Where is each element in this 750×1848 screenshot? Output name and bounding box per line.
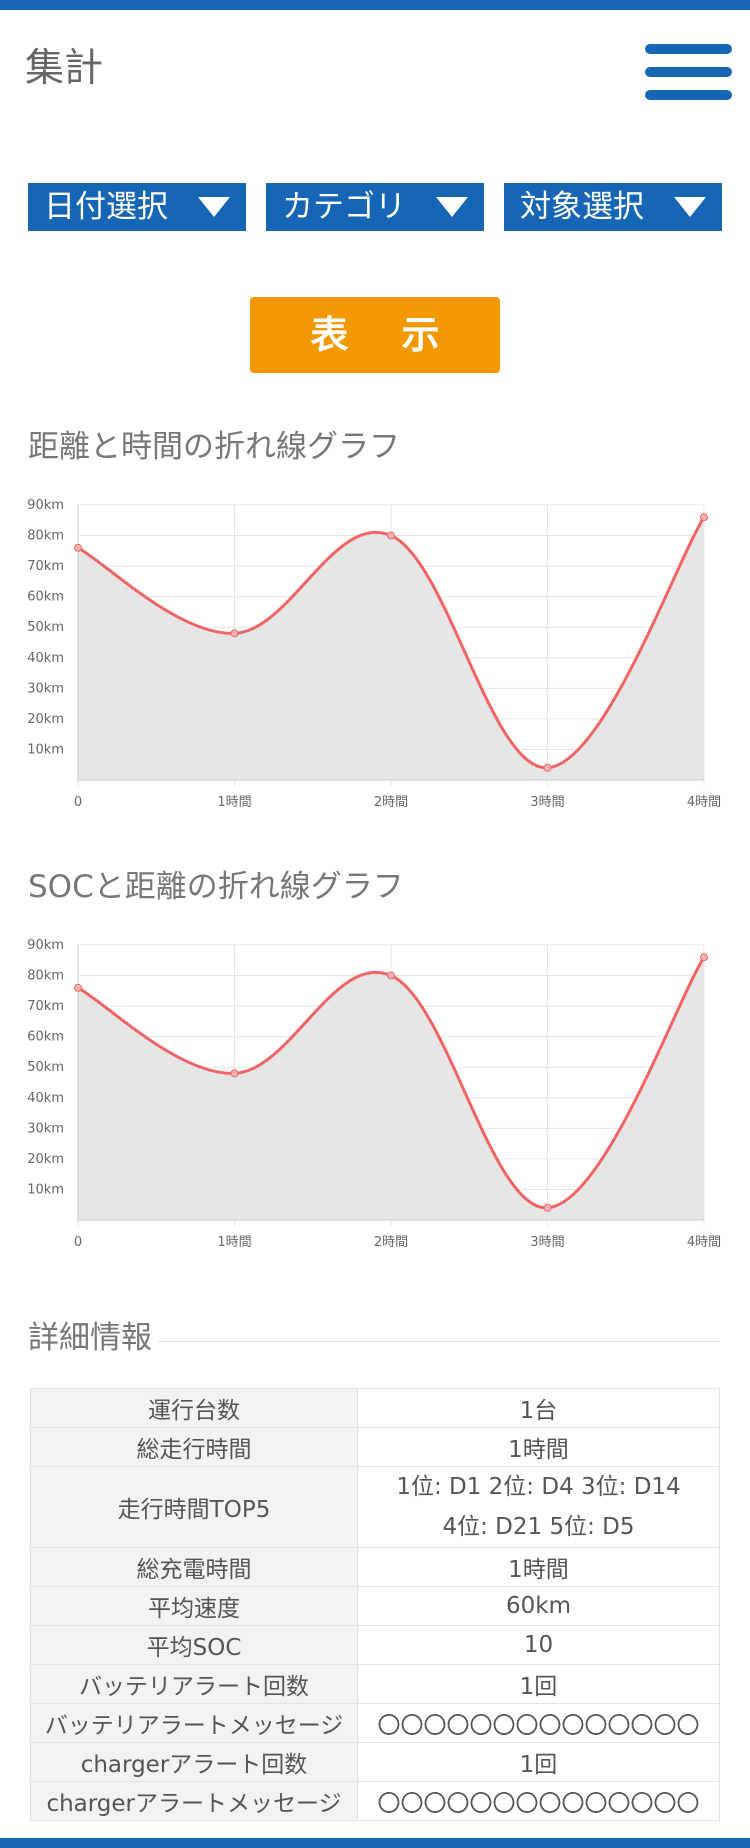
table-row-drive-time-top5: 走行時間TOP5 1位: D1 2位: D4 3位: D14 4位: D21 5… bbox=[30, 1466, 720, 1548]
x-tick-label: 1時間 bbox=[217, 1235, 251, 1250]
distance-time-line-chart: 10km 20km 30km 40km 50km 60km 70km 80km 90km 0 1時間… bbox=[27, 498, 721, 810]
soc-distance-line-chart: 10km 20km 30km 40km 50km 60km 70km 80km 90km 0 1時間… bbox=[27, 938, 721, 1250]
menu-line-bottom bbox=[645, 90, 732, 100]
section-divider bbox=[28, 1341, 720, 1342]
data-point bbox=[543, 1203, 552, 1212]
target-select[interactable]: 対象選択 bbox=[504, 183, 722, 231]
show-button[interactable]: 表 示 bbox=[250, 297, 500, 373]
table-row-battery-alert-count: バッテリアラート回数 1回 bbox=[30, 1664, 720, 1704]
row-value: 〇〇〇〇〇〇〇〇〇〇〇〇〇〇 bbox=[357, 1781, 720, 1821]
row-value: 1回 bbox=[357, 1742, 720, 1782]
row-label: バッテリアラートメッセージ bbox=[30, 1703, 358, 1743]
y-tick-label: 90km bbox=[27, 498, 64, 513]
data-point bbox=[230, 1069, 239, 1078]
data-point bbox=[700, 513, 708, 522]
page-title: 集計 bbox=[25, 46, 104, 91]
y-tick-label: 90km bbox=[27, 938, 64, 953]
y-tick-label: 80km bbox=[27, 969, 64, 984]
x-tick-label: 1時間 bbox=[217, 795, 251, 810]
caret-down-icon bbox=[674, 197, 706, 217]
hamburger-menu-icon[interactable] bbox=[645, 42, 732, 102]
row-value: 1台 bbox=[357, 1388, 720, 1428]
x-tick-label: 2時間 bbox=[374, 795, 408, 810]
x-tick-label: 4時間 bbox=[687, 1235, 721, 1250]
table-row-average-speed: 平均速度 60km bbox=[30, 1586, 720, 1626]
category-select-label: カテゴリ bbox=[282, 189, 406, 225]
data-point bbox=[387, 531, 395, 540]
x-tick-label: 2時間 bbox=[374, 1235, 408, 1250]
top5-line-2: 4位: D21 5位: D5 bbox=[442, 1514, 635, 1540]
row-label: 走行時間TOP5 bbox=[30, 1466, 358, 1548]
series-line bbox=[77, 516, 706, 770]
table-row-charger-alert-message: chargerアラートメッセージ 〇〇〇〇〇〇〇〇〇〇〇〇〇〇 bbox=[30, 1781, 720, 1821]
data-point bbox=[230, 629, 239, 638]
chart-title-distance-time: 距離と時間の折れ線グラフ bbox=[28, 429, 400, 465]
y-tick-label: 60km bbox=[27, 590, 64, 605]
x-tick-label: 3時間 bbox=[530, 795, 564, 810]
caret-down-icon bbox=[198, 197, 230, 217]
bottom-accent-bar bbox=[0, 1838, 750, 1848]
row-label: 総充電時間 bbox=[30, 1547, 358, 1587]
table-row-average-soc: 平均SOC 10 bbox=[30, 1625, 720, 1665]
menu-line-top bbox=[645, 44, 732, 54]
row-label: 平均SOC bbox=[30, 1625, 358, 1665]
y-tick-label: 30km bbox=[27, 1121, 64, 1136]
table-row-vehicle-count: 運行台数 1台 bbox=[30, 1388, 720, 1428]
y-tick-label: 30km bbox=[27, 681, 64, 696]
row-label: 運行台数 bbox=[30, 1388, 358, 1428]
series-line bbox=[77, 956, 706, 1210]
top-accent-bar bbox=[0, 0, 750, 10]
y-tick-label: 20km bbox=[27, 1152, 64, 1167]
row-value: 60km bbox=[357, 1586, 720, 1626]
row-value: 10 bbox=[357, 1625, 720, 1665]
row-value: 1時間 bbox=[357, 1427, 720, 1467]
date-select-label: 日付選択 bbox=[44, 189, 168, 225]
x-tick-label: 0 bbox=[74, 1235, 82, 1250]
y-tick-label: 80km bbox=[27, 529, 64, 544]
row-value: 1回 bbox=[357, 1664, 720, 1704]
row-value: 〇〇〇〇〇〇〇〇〇〇〇〇〇〇 bbox=[357, 1703, 720, 1743]
y-tick-label: 10km bbox=[27, 1182, 64, 1197]
data-point bbox=[700, 953, 708, 962]
caret-down-icon bbox=[436, 197, 468, 217]
top5-line-1: 1位: D1 2位: D4 3位: D14 bbox=[396, 1474, 681, 1500]
data-point bbox=[543, 763, 552, 772]
y-tick-label: 50km bbox=[27, 1060, 64, 1075]
table-row-total-charge-time: 総充電時間 1時間 bbox=[30, 1547, 720, 1587]
y-tick-label: 60km bbox=[27, 1030, 64, 1045]
table-row-total-drive-time: 総走行時間 1時間 bbox=[30, 1427, 720, 1467]
table-row-battery-alert-message: バッテリアラートメッセージ 〇〇〇〇〇〇〇〇〇〇〇〇〇〇 bbox=[30, 1703, 720, 1743]
row-label: 総走行時間 bbox=[30, 1427, 358, 1467]
data-point bbox=[387, 971, 395, 980]
row-label: chargerアラート回数 bbox=[30, 1742, 358, 1782]
y-tick-label: 70km bbox=[27, 999, 64, 1014]
chart-title-soc-distance: SOCと距離の折れ線グラフ bbox=[28, 869, 404, 905]
details-table: 運行台数 1台 総走行時間 1時間 走行時間TOP5 1位: D1 2位: D4… bbox=[30, 1388, 720, 1821]
data-point bbox=[74, 543, 82, 552]
y-tick-label: 10km bbox=[27, 742, 64, 757]
y-tick-label: 40km bbox=[27, 651, 64, 666]
row-label: バッテリアラート回数 bbox=[30, 1664, 358, 1704]
x-tick-label: 4時間 bbox=[687, 795, 721, 810]
category-select[interactable]: カテゴリ bbox=[266, 183, 484, 231]
table-row-charger-alert-count: chargerアラート回数 1回 bbox=[30, 1742, 720, 1782]
details-title: 詳細情報 bbox=[28, 1318, 158, 1358]
row-value: 1位: D1 2位: D4 3位: D14 4位: D21 5位: D5 bbox=[357, 1466, 720, 1548]
y-tick-label: 70km bbox=[27, 559, 64, 574]
row-label: chargerアラートメッセージ bbox=[30, 1781, 358, 1821]
data-point bbox=[74, 983, 82, 992]
row-label: 平均速度 bbox=[30, 1586, 358, 1626]
menu-line-middle bbox=[645, 67, 732, 77]
date-select[interactable]: 日付選択 bbox=[28, 183, 246, 231]
x-tick-label: 0 bbox=[74, 795, 82, 810]
y-tick-label: 50km bbox=[27, 620, 64, 635]
target-select-label: 対象選択 bbox=[520, 189, 644, 225]
y-tick-label: 40km bbox=[27, 1091, 64, 1106]
y-tick-label: 20km bbox=[27, 712, 64, 727]
row-value: 1時間 bbox=[357, 1547, 720, 1587]
x-tick-label: 3時間 bbox=[530, 1235, 564, 1250]
